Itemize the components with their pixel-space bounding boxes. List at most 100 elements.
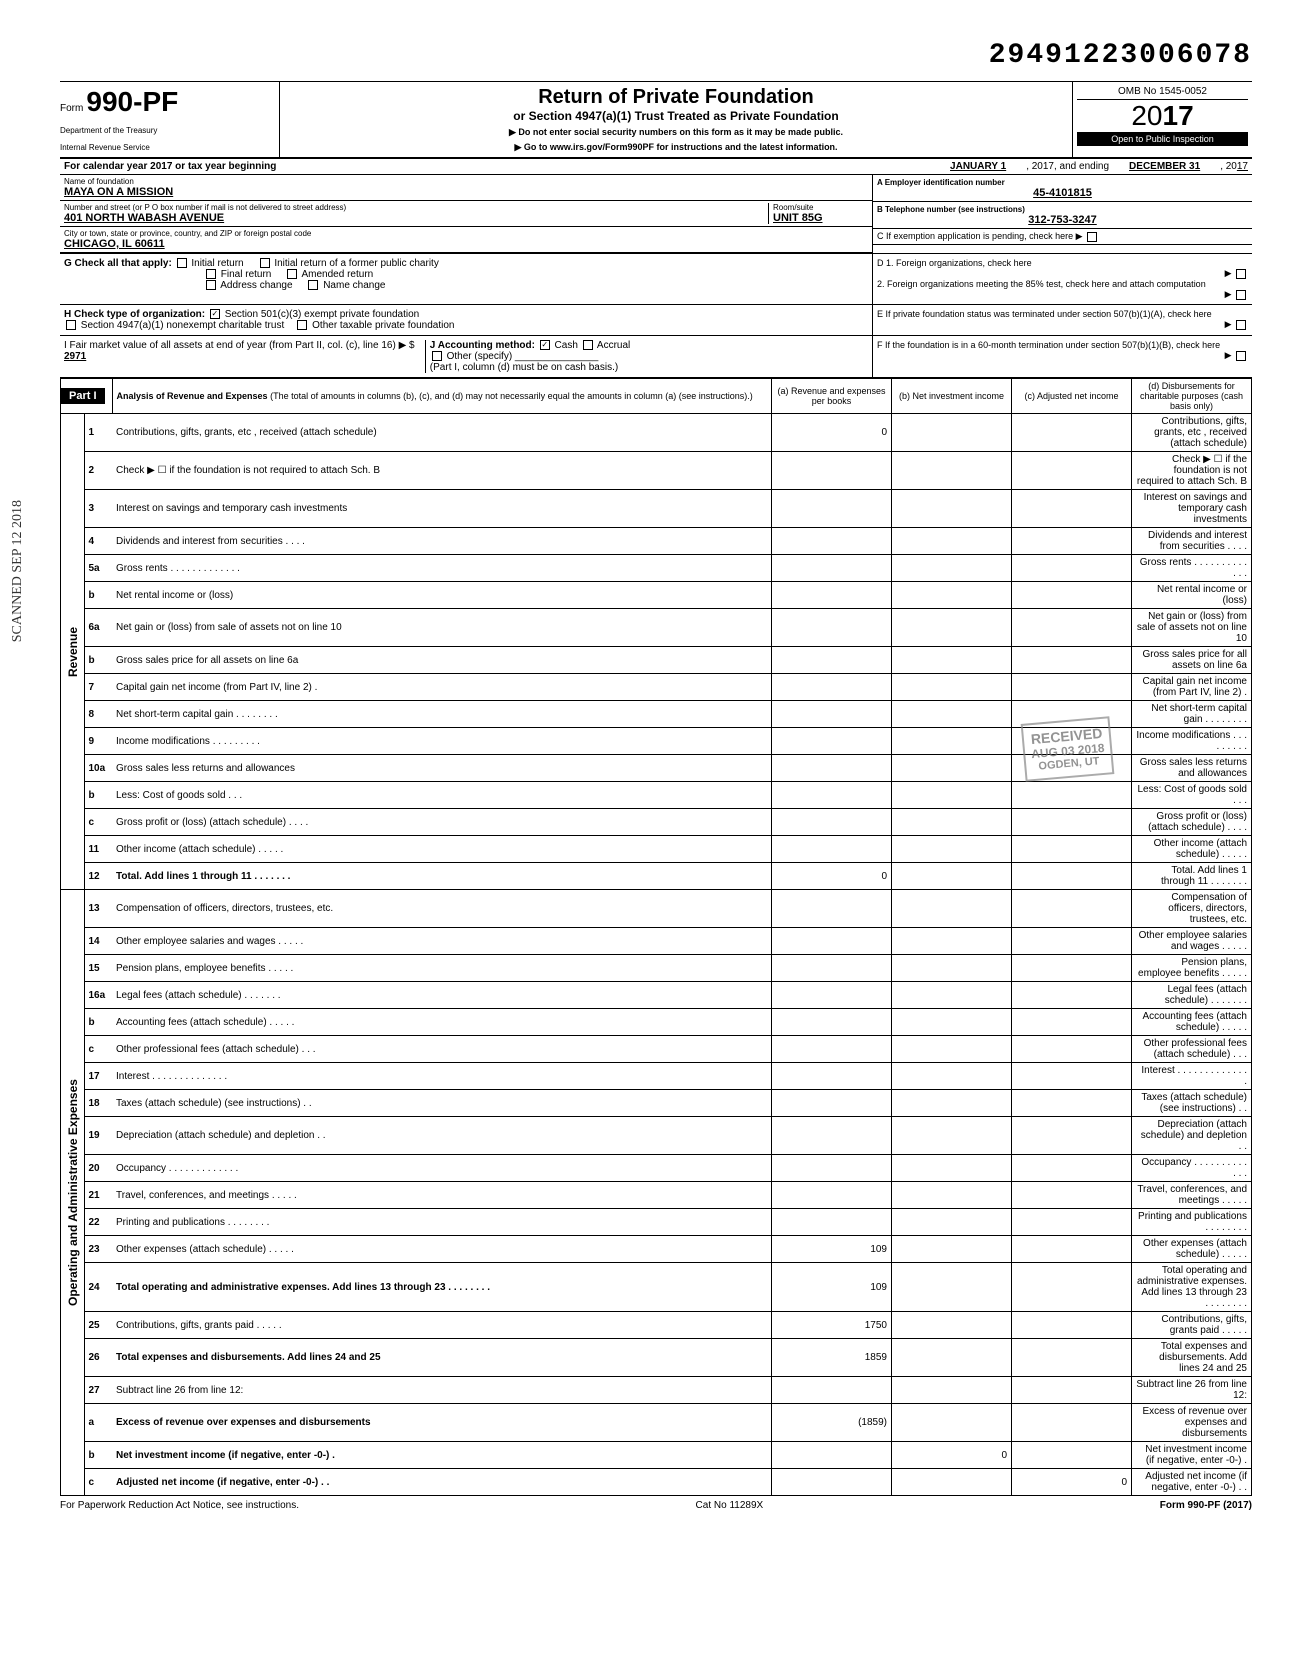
table-row: 17Interest . . . . . . . . . . . . . .In… [61,1063,1252,1090]
cell-b [892,809,1012,836]
cell-d: Other employee salaries and wages . . . … [1132,928,1252,955]
g-final-checkbox[interactable] [206,269,216,279]
row-number: 18 [84,1090,112,1117]
cell-a [772,1182,892,1209]
row-description: Occupancy . . . . . . . . . . . . . [112,1155,772,1182]
row-description: Excess of revenue over expenses and disb… [112,1404,772,1442]
row-number: 27 [84,1377,112,1404]
cell-d: Travel, conferences, and meetings . . . … [1132,1182,1252,1209]
e-checkbox[interactable] [1236,320,1246,330]
cell-c [1012,1036,1132,1063]
tax-year-end: DECEMBER 31 [1129,161,1200,172]
row-number: b [84,582,112,609]
h-opt3: Other taxable private foundation [312,320,454,331]
cell-a: (1859) [772,1404,892,1442]
city-row: City or town, state or province, country… [60,227,872,253]
cell-c [1012,1263,1132,1312]
g-address-checkbox[interactable] [206,280,216,290]
table-row: 19Depreciation (attach schedule) and dep… [61,1117,1252,1155]
cell-d: Other income (attach schedule) . . . . . [1132,836,1252,863]
row-number: c [84,1036,112,1063]
d2-checkbox[interactable] [1236,290,1246,300]
cell-b [892,890,1012,928]
h-501c3-checkbox[interactable] [210,309,220,319]
cell-a [772,1063,892,1090]
f-checkbox[interactable] [1236,351,1246,361]
cell-c [1012,809,1132,836]
cell-c [1012,1377,1132,1404]
cell-d: Net gain or (loss) from sale of assets n… [1132,609,1252,647]
cell-b [892,1236,1012,1263]
cell-d: Subtract line 26 from line 12: [1132,1377,1252,1404]
cell-d: Compensation of officers, directors, tru… [1132,890,1252,928]
cell-b [892,1155,1012,1182]
j-other-checkbox[interactable] [432,351,442,361]
row-number: 9 [84,728,112,755]
revenue-side-label: Revenue [61,414,85,890]
row-number: 2 [84,452,112,490]
cell-a [772,1209,892,1236]
row-description: Income modifications . . . . . . . . . [112,728,772,755]
table-row: 20Occupancy . . . . . . . . . . . . .Occ… [61,1155,1252,1182]
table-row: 4Dividends and interest from securities … [61,528,1252,555]
row-number: 21 [84,1182,112,1209]
table-row: 23Other expenses (attach schedule) . . .… [61,1236,1252,1263]
row-description: Travel, conferences, and meetings . . . … [112,1182,772,1209]
name-label: Name of foundation [64,177,868,186]
g-opt3: Final return [221,269,272,280]
row-description: Contributions, gifts, grants paid . . . … [112,1312,772,1339]
d1-checkbox[interactable] [1236,269,1246,279]
cell-d: Capital gain net income (from Part IV, l… [1132,674,1252,701]
col-b-header: (b) Net investment income [892,379,1012,414]
cell-d: Legal fees (attach schedule) . . . . . .… [1132,982,1252,1009]
room-label: Room/suite [773,203,868,212]
cell-a [772,555,892,582]
row-description: Gross profit or (loss) (attach schedule)… [112,809,772,836]
table-row: 11Other income (attach schedule) . . . .… [61,836,1252,863]
footer-mid: Cat No 11289X [696,1500,764,1511]
cell-a [772,928,892,955]
cell-a [772,582,892,609]
table-row: 14Other employee salaries and wages . . … [61,928,1252,955]
h-4947-checkbox[interactable] [66,320,76,330]
row-number: 25 [84,1312,112,1339]
row-number: 24 [84,1263,112,1312]
h-other-checkbox[interactable] [297,320,307,330]
cell-b [892,836,1012,863]
cell-a [772,701,892,728]
instruction-1: ▶ Do not enter social security numbers o… [290,127,1062,138]
cell-b: 0 [892,1442,1012,1469]
dept-treasury: Department of the Treasury [60,126,279,135]
cell-b [892,1209,1012,1236]
cell-d: Total operating and administrative expen… [1132,1263,1252,1312]
footer: For Paperwork Reduction Act Notice, see … [60,1496,1252,1511]
j-accrual: Accrual [597,340,630,351]
g-opt2: Initial return of a former public charit… [274,258,439,269]
cell-d: Other professional fees (attach schedule… [1132,1036,1252,1063]
omb-number: OMB No 1545-0052 [1077,86,1248,100]
cell-d: Net rental income or (loss) [1132,582,1252,609]
g-name-checkbox[interactable] [308,280,318,290]
cell-c [1012,452,1132,490]
tax-year-label: For calendar year 2017 or tax year begin… [64,161,930,172]
table-row: 15Pension plans, employee benefits . . .… [61,955,1252,982]
cell-a [772,1036,892,1063]
table-row: bNet investment income (if negative, ent… [61,1442,1252,1469]
cell-c [1012,1404,1132,1442]
cell-a [772,836,892,863]
row-number: 1 [84,414,112,452]
cell-c [1012,414,1132,452]
g-initial-checkbox[interactable] [177,258,187,268]
row-number: 3 [84,490,112,528]
row-description: Net investment income (if negative, ente… [112,1442,772,1469]
g-amended-checkbox[interactable] [287,269,297,279]
row-number: 6a [84,609,112,647]
j-cash-checkbox[interactable] [540,340,550,350]
c-checkbox[interactable] [1087,232,1097,242]
j-accrual-checkbox[interactable] [583,340,593,350]
foundation-city: CHICAGO, IL 60611 [64,238,868,250]
cell-b [892,647,1012,674]
row-description: Gross sales price for all assets on line… [112,647,772,674]
g-former-checkbox[interactable] [260,258,270,268]
cell-d: Net investment income (if negative, ente… [1132,1442,1252,1469]
